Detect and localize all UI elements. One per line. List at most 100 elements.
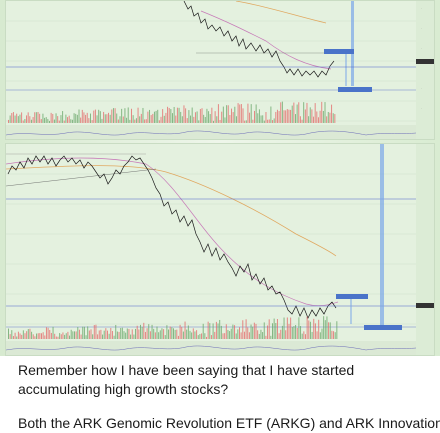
volume-bar [67,331,69,339]
volume-bar [244,120,246,123]
volume-bar [198,120,200,123]
volume-bar [275,111,277,123]
volume-bar [83,112,85,123]
volume-bar [273,118,275,123]
volume-bar [55,336,57,339]
volume-bar [321,328,323,339]
volume-bar [214,331,216,339]
volume-bar [215,321,217,339]
volume-bar [153,328,155,339]
volume-bar [232,112,234,123]
volume-bar [92,334,94,339]
volume-bar [108,112,110,123]
bottom-chart-canvas [6,144,434,355]
volume-bar [314,103,316,123]
volume-bar [285,110,287,123]
volume-bar [140,113,142,123]
volume-bar [199,109,201,123]
volume-bar [250,324,252,339]
volume-bar [206,108,208,123]
volume-bar [17,116,19,123]
volume-bar [194,112,196,123]
volume-bar [65,333,67,339]
volume-bar [263,322,265,339]
bottom-price-label-upper [336,294,368,299]
volume-bar [242,108,244,123]
volume-bar [326,116,328,123]
volume-bar [182,331,184,339]
volume-bar [308,116,310,123]
volume-bar [144,331,146,339]
volume-bar [162,109,164,123]
volume-bar [217,323,219,339]
volume-bar [32,334,34,339]
volume-bar [211,107,213,123]
volume-bar [50,112,52,123]
volume-bar [123,331,125,339]
top-short-moving-average [200,10,332,70]
volume-bar [147,111,149,123]
top-current-price-tag [416,59,434,64]
volume-bar [298,317,300,339]
volume-bar [108,333,110,339]
volume-bar [290,317,292,339]
bottom-stock-chart [5,143,435,356]
volume-bar [88,330,90,339]
volume-bar [30,119,32,123]
volume-bar [194,331,196,339]
volume-bar [14,115,16,123]
volume-bar [39,333,41,339]
volume-bar [21,112,23,123]
article-text: Remember how I have been saying that I h… [0,356,440,431]
volume-bar [70,119,72,123]
volume-bar [280,329,282,339]
svg-text:·: · [421,106,422,110]
volume-bar [304,109,306,123]
volume-bar [100,329,102,339]
volume-bar [57,336,59,339]
volume-bar [227,329,229,339]
volume-bar [131,329,133,339]
volume-bar [283,110,285,123]
volume-bar [145,119,147,123]
top-chart-canvas: · · · · · [6,1,434,139]
volume-bar [60,115,62,123]
volume-bar [243,331,245,339]
volume-bar [85,114,87,123]
volume-bar [111,109,113,123]
volume-bar [39,113,41,123]
volume-bar [95,324,97,339]
volume-bar [62,111,64,123]
volume-bar [80,117,82,123]
volume-bar [331,104,333,123]
volume-bar [74,331,75,339]
volume-bar [8,328,9,339]
volume-bar [35,112,37,123]
volume-bar [299,116,301,123]
volume-bar [177,335,179,339]
volume-bar [327,111,329,123]
volume-bar [26,331,28,339]
volume-bar [291,105,293,123]
svg-text:·: · [421,6,422,10]
volume-bar [102,334,104,339]
volume-bar [149,331,151,339]
volume-bar [104,114,106,123]
volume-bar [326,316,328,339]
volume-bar [136,325,138,339]
volume-bar [252,119,254,123]
volume-bar [130,334,132,339]
volume-bar [94,109,96,123]
volume-bar [319,110,321,123]
volume-bar [181,326,183,339]
top-price-line [183,1,335,78]
volume-bar [78,329,80,339]
volume-bar [76,114,78,123]
volume-bar [68,115,70,123]
volume-bar [11,330,13,339]
volume-bar [196,330,198,339]
volume-bar [191,107,193,123]
volume-bar [90,113,91,123]
volume-bar [270,106,272,123]
volume-bar [219,319,221,339]
